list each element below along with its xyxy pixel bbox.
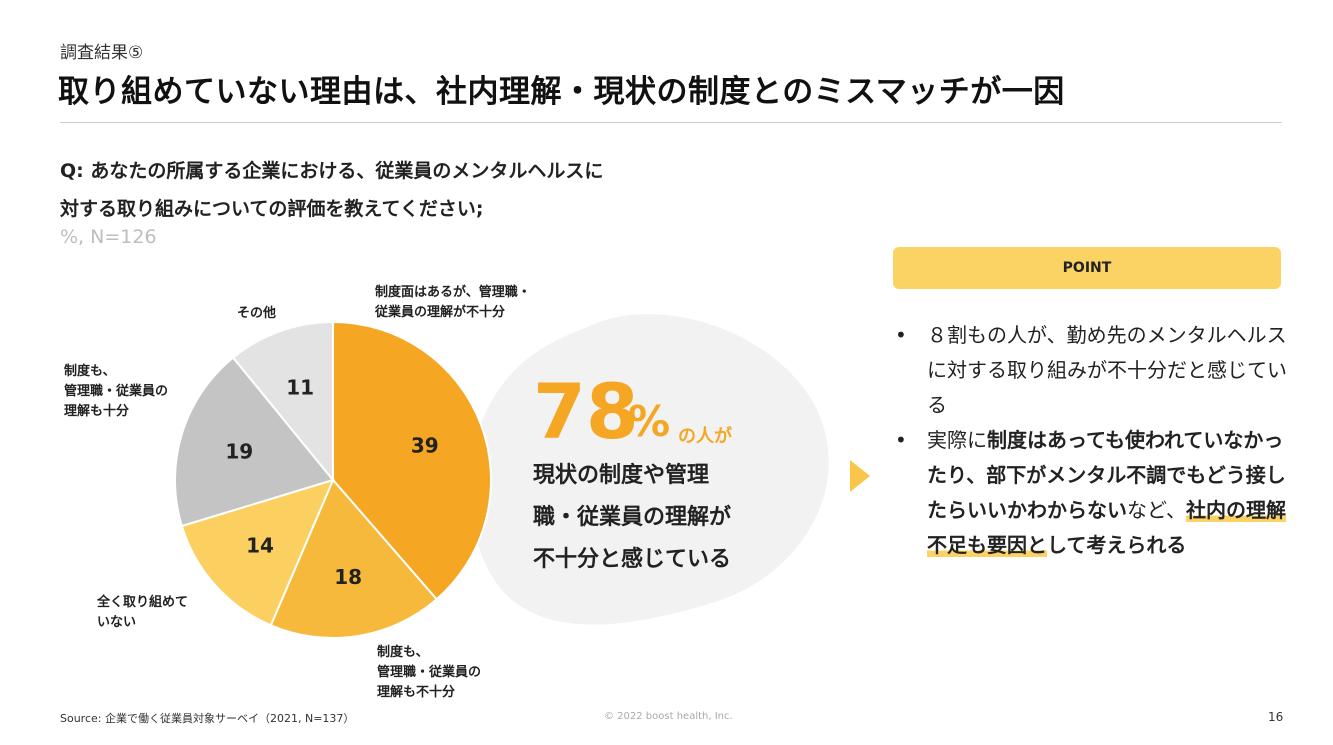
label-line: 理解も十分: [64, 404, 130, 419]
label-line: 従業員の理解が不十分: [375, 305, 506, 320]
question-line-2: 対する取り組みについての評価を教えてください;: [60, 198, 484, 220]
callout-blob: [469, 314, 829, 625]
slice-value-label: 18: [334, 565, 362, 589]
bullet-text: など、: [1127, 498, 1186, 522]
label-line: 制度も、: [64, 364, 116, 379]
callout-text: 現状の制度や管理 職・従業員の理解が 不十分と感じている: [533, 455, 731, 581]
label-line: 制度も、: [377, 645, 429, 660]
bullet-text: 実際に: [927, 428, 987, 452]
slice-value-label: 14: [246, 533, 274, 557]
slice-label-other: その他: [237, 304, 276, 324]
slice-not-at-all: [180, 478, 335, 627]
callout-line: 職・従業員の理解が: [533, 505, 732, 530]
label-line: 制度面はあるが、管理職・: [375, 285, 531, 300]
point-header: POINT: [893, 247, 1281, 289]
slice-value-label: 39: [411, 434, 439, 458]
title-divider: [60, 122, 1282, 123]
section-subtitle: 調査結果⑤: [60, 43, 144, 63]
slice-label-insufficient-understanding: 制度面はあるが、管理職・ 従業員の理解が不十分: [375, 283, 531, 323]
callout-percent: %: [628, 397, 671, 446]
slice-both-sufficient: [174, 356, 335, 528]
copyright: © 2022 boost health, Inc.: [604, 711, 733, 722]
bullet-text-bold: して考えられる: [1047, 533, 1187, 557]
label-line: 全く取り組めて: [97, 595, 189, 610]
source-note: Source: 企業で働く従業員対象サーベイ（2021, N=137）: [60, 712, 355, 725]
slice-both-insufficient: [269, 478, 439, 639]
callout-suffix: の人が: [678, 426, 732, 447]
slice-label-not-at-all: 全く取り組めて いない: [97, 593, 188, 633]
bullet-dot-icon: •: [895, 323, 907, 347]
slice-label-both-insufficient: 制度も、 管理職・従業員の 理解も不十分: [377, 643, 481, 703]
point-bullets: • ８割もの人が、勤め先のメンタルヘルスに対する取り組みが不十分だと感じている …: [893, 318, 1293, 563]
callout-number: 78: [533, 367, 639, 456]
bullet-item: • ８割もの人が、勤め先のメンタルヘルスに対する取り組みが不十分だと感じている: [893, 318, 1293, 423]
slice-value-label: 11: [286, 376, 314, 400]
page-title: 取り組めていない理由は、社内理解・現状の制度とのミスマッチが一因: [58, 74, 1065, 110]
question-line-1: Q: あなたの所属する企業における、従業員のメンタルヘルスに: [60, 160, 604, 182]
label-line: いない: [97, 615, 137, 630]
survey-question: Q: あなたの所属する企業における、従業員のメンタルヘルスに 対する取り組みにつ…: [60, 152, 603, 228]
slice-label-both-sufficient: 制度も、 管理職・従業員の 理解も十分: [64, 362, 168, 422]
unit-note: %, N=126: [60, 226, 157, 248]
label-line: 管理職・従業員の: [64, 384, 169, 399]
bullet-dot-icon: •: [895, 428, 907, 452]
label-line: 管理職・従業員の: [377, 665, 482, 680]
bullet-text: ８割もの人が、勤め先のメンタルヘルスに対する取り組みが不十分だと感じている: [927, 323, 1287, 417]
label-line: 理解も不十分: [377, 685, 456, 700]
bullet-text-bold: 制度はあっても使われていなかったり、部下がメンタル不調でもどう接したらいいかわか…: [927, 428, 1286, 522]
slice-insufficient-understanding: [332, 320, 492, 601]
arrow-right-icon: [850, 460, 870, 492]
callout-line: 不十分と感じている: [533, 547, 732, 572]
label-line: その他: [237, 306, 277, 321]
page-number: 16: [1268, 710, 1284, 724]
slice-other: [231, 320, 334, 483]
callout-line: 現状の制度や管理: [533, 463, 710, 488]
slice-value-label: 19: [225, 439, 253, 463]
bullet-item: • 実際に制度はあっても使われていなかったり、部下がメンタル不調でもどう接したら…: [893, 423, 1293, 563]
